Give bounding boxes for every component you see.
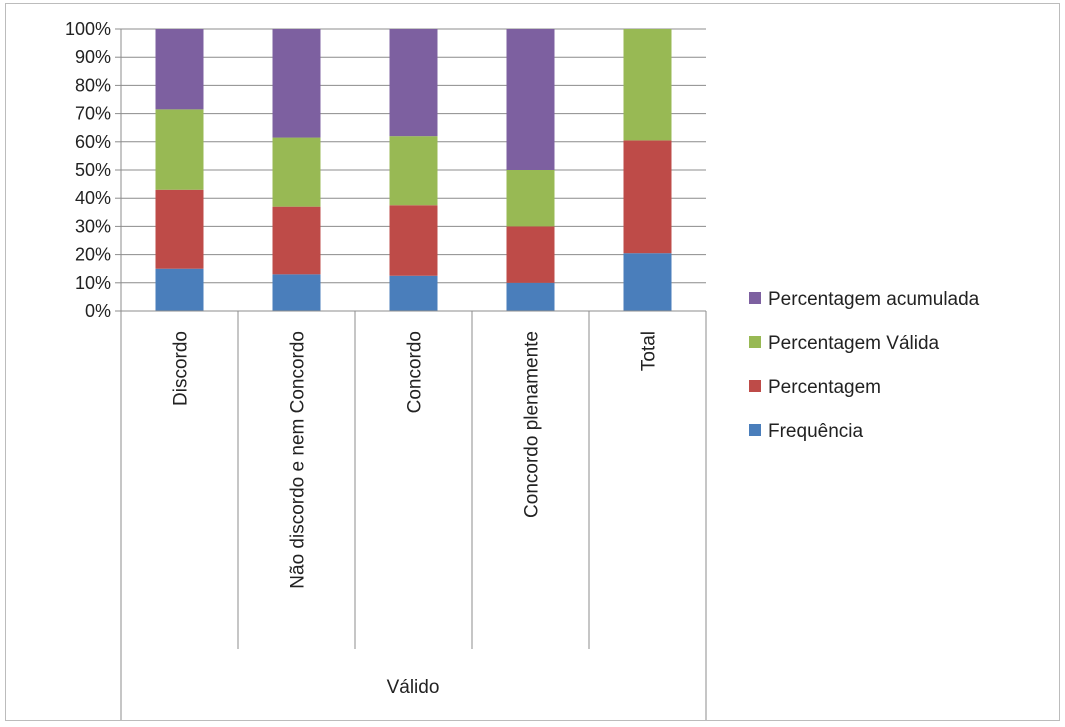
- bar-segment: [506, 282, 555, 311]
- legend-swatch: [749, 292, 761, 304]
- y-tick-label: 100%: [65, 19, 111, 39]
- category-label: Discordo: [171, 331, 192, 406]
- bars: [155, 29, 672, 311]
- group-label: Válido: [387, 677, 440, 698]
- bar-segment: [272, 206, 321, 275]
- category-label: Total: [639, 331, 660, 371]
- bar-segment: [272, 274, 321, 311]
- bar-segment: [623, 29, 672, 141]
- y-tick-label: 50%: [75, 160, 111, 180]
- legend-swatch: [749, 336, 761, 348]
- bar-segment: [155, 268, 204, 311]
- legend-label: Percentagem: [768, 377, 881, 398]
- category-label: Concordo plenamente: [522, 331, 543, 518]
- y-tick-label: 80%: [75, 75, 111, 95]
- y-tick-label: 10%: [75, 273, 111, 293]
- legend-label: Percentagem Válida: [768, 333, 940, 354]
- bar-segment: [389, 29, 438, 137]
- stacked-bar-chart: 0% 10% 20% 30% 40% 50% 60% 70% 80% 90% 100% Discor…: [65, 19, 980, 720]
- legend-swatch: [749, 424, 761, 436]
- y-tick-label: 90%: [75, 47, 111, 67]
- legend-label: Percentagem acumulada: [768, 289, 980, 310]
- y-tick-label: 0%: [85, 301, 111, 321]
- legend-label: Frequência: [768, 421, 863, 442]
- category-labels: Discordo Não discordo e nem Concordo Conco…: [171, 331, 660, 589]
- bar-segment: [272, 29, 321, 138]
- chart-frame: 0% 10% 20% 30% 40% 50% 60% 70% 80% 90% 100% Discor…: [5, 3, 1060, 721]
- y-tick-label: 60%: [75, 132, 111, 152]
- bar-segment: [155, 29, 204, 110]
- bar-segment: [506, 226, 555, 283]
- y-tick-label: 20%: [75, 245, 111, 265]
- bar-segment: [389, 136, 438, 206]
- y-axis-tick-labels: 0% 10% 20% 30% 40% 50% 60% 70% 80% 90% 100%: [65, 19, 111, 321]
- bar-segment: [623, 253, 672, 311]
- category-label: Concordo: [405, 331, 426, 413]
- bar-segment: [155, 109, 204, 190]
- bar-segment: [623, 140, 672, 254]
- category-label: Não discordo e nem Concordo: [288, 331, 309, 589]
- bar-segment: [272, 137, 321, 207]
- axes: [120, 29, 707, 720]
- y-tick-label: 40%: [75, 188, 111, 208]
- bar-segment: [506, 29, 555, 170]
- y-tick-label: 70%: [75, 104, 111, 124]
- legend: Percentagem acumulada Percentagem Válida P…: [749, 289, 980, 442]
- y-tick-label: 30%: [75, 216, 111, 236]
- legend-swatch: [749, 380, 761, 392]
- bar-segment: [389, 275, 438, 311]
- bar-segment: [155, 189, 204, 269]
- bar-segment: [506, 170, 555, 227]
- bar-segment: [389, 205, 438, 276]
